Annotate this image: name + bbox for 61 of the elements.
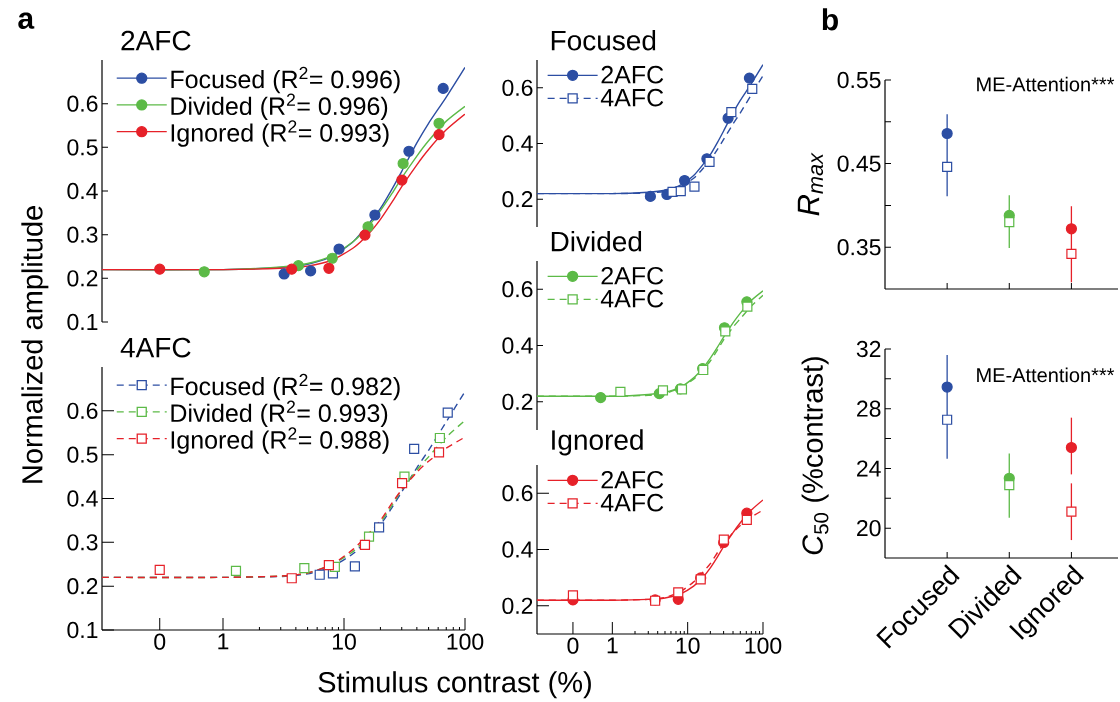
legend-label: 4AFC [600, 494, 664, 512]
chart-title: 4AFC [120, 337, 191, 358]
chart-title: Divided [551, 231, 642, 252]
legend-label: Ignored (R$^{2}$= 0.988) [171, 427, 389, 454]
y-axis-title: C$_{50}$ (%contrast) [801, 357, 829, 555]
y-tick-label: 0.4 [502, 337, 533, 354]
y-tick-label: 0.1 [67, 314, 98, 331]
chart-title: 2AFC [121, 30, 191, 51]
annotation: ME-Attention*** [977, 367, 1115, 383]
y-tick-label: 0.6 [502, 281, 533, 298]
x-tick-label: 1 [218, 633, 229, 650]
text: b [822, 8, 838, 31]
x-tick-label: 100 [745, 637, 782, 655]
y-tick-label: 0.4 [67, 490, 98, 507]
y-tick-label: 0.2 [502, 191, 533, 208]
y-tick-label: 0.6 [67, 402, 98, 420]
y-tick-label: 0.5 [67, 446, 98, 464]
y-axis-title: R$_{max}$ [797, 152, 824, 216]
legend-label: Divided (R$^{2}$= 0.993) [171, 400, 388, 428]
x-tick-label: 1 [607, 637, 618, 654]
y-tick-label: 0.6 [67, 95, 98, 113]
y-tick-label: 0.4 [502, 541, 533, 558]
x-tick-label: 100 [447, 633, 484, 651]
legend-label: Focused (R$^{2}$= 0.996) [171, 67, 400, 94]
y-tick-label: 0.5 [67, 139, 98, 156]
chart-title: Focused [551, 30, 656, 51]
legend-label: 2AFC [601, 267, 664, 285]
y-tick-label: 0.45 [837, 155, 881, 172]
legend-label: 4AFC [600, 89, 664, 107]
y-tick-label: 0.6 [502, 79, 533, 97]
y-tick-label: 0.6 [502, 485, 533, 502]
y-tick-label: 28 [857, 400, 881, 418]
x-tick-label: 0 [567, 637, 579, 655]
y-tick-label: 0.1 [67, 622, 98, 639]
y-tick-label: 0.4 [67, 183, 98, 200]
y-tick-label: 0.3 [67, 534, 98, 551]
legend-label: 2AFC [601, 471, 664, 489]
legend-label: 2AFC [601, 66, 664, 84]
x-tick-label: 0 [154, 633, 166, 651]
legend-label: Focused (R$^{2}$= 0.982) [171, 374, 400, 401]
y-tick-label: 0.4 [502, 135, 533, 152]
legend-label: 4AFC [600, 290, 664, 308]
y-tick-label: 0.2 [502, 393, 533, 411]
y-tick-label: 0.2 [67, 270, 98, 287]
legend-label: Ignored (R$^{2}$= 0.993) [171, 120, 389, 147]
y-tick-label: 24 [857, 460, 881, 477]
y-tick-label: 0.3 [67, 226, 98, 244]
chart-title: Ignored [552, 429, 643, 456]
y-tick-label: 0.2 [67, 578, 98, 595]
x-axis-title: Stimulus contrast (%) [318, 671, 591, 699]
text: a [18, 12, 35, 30]
y-tick-label: 0.35 [837, 239, 881, 256]
legend-label: Divided (R$^{2}$= 0.996) [171, 93, 388, 121]
y-tick-label: 32 [856, 341, 881, 358]
y-tick-label: 0.55 [837, 72, 881, 89]
x-tick-label: 10 [332, 633, 356, 651]
y-axis-title: Normalized amplitude [21, 206, 49, 483]
annotation: ME-Attention*** [977, 77, 1115, 92]
y-tick-label: 0.2 [502, 597, 533, 615]
x-tick-label: 10 [676, 637, 700, 655]
y-tick-label: 20 [857, 520, 881, 537]
